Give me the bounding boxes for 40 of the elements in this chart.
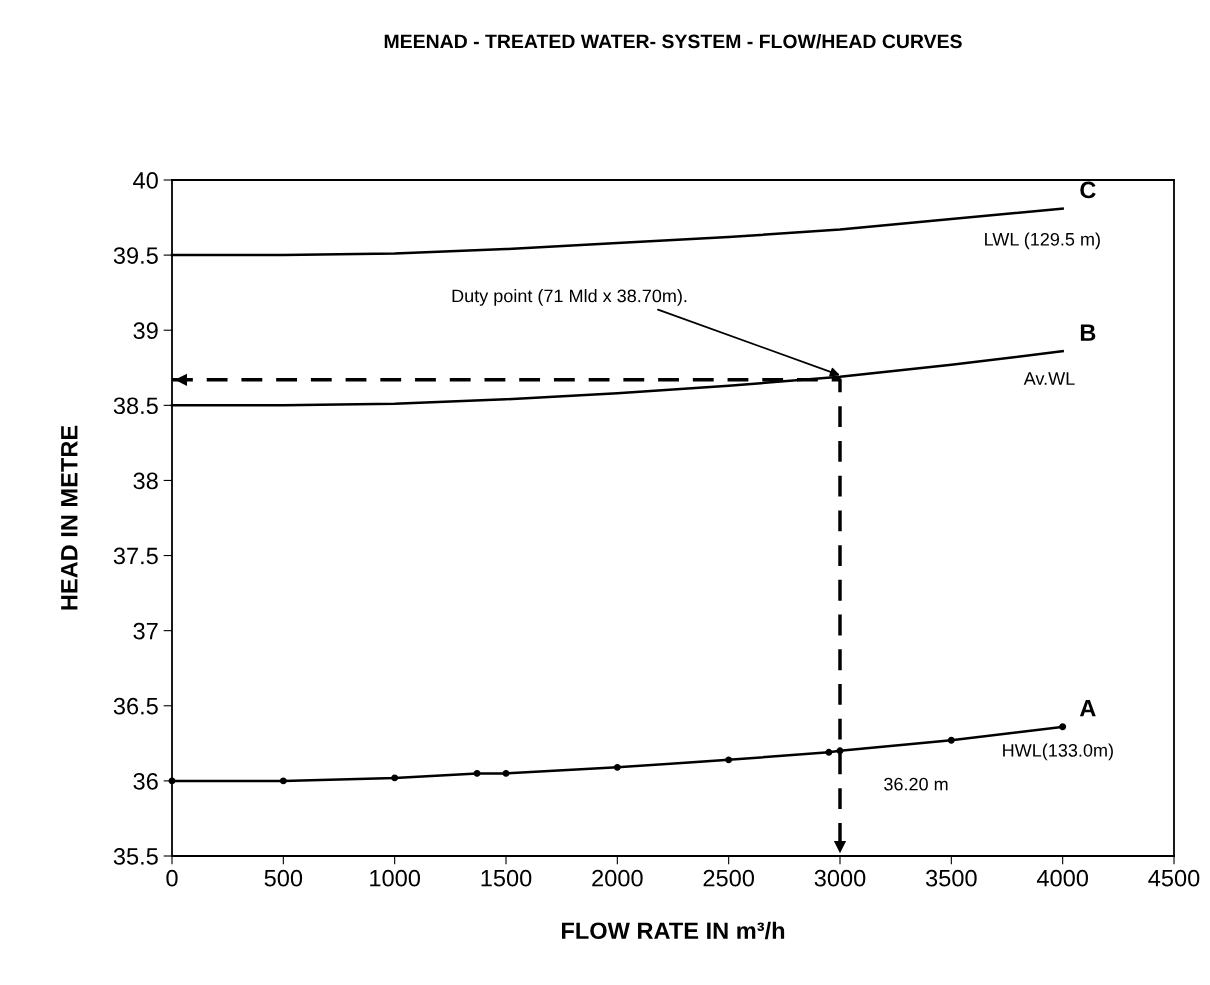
y-tick-label: 39.5 [113, 247, 158, 264]
point [725, 756, 733, 764]
x-tick-label: 500 [264, 869, 303, 887]
point [502, 769, 510, 777]
point [825, 748, 833, 756]
x-tick-label: 1500 [481, 869, 532, 887]
y-tick-label: 36 [133, 772, 158, 790]
x-tick-label: 2000 [592, 869, 643, 887]
x-axis-title: FLOW RATE IN m³/h [562, 921, 785, 940]
x-tick-label: 4000 [1036, 869, 1089, 887]
point [391, 774, 399, 782]
annotation: Av.WL [1023, 372, 1075, 385]
y-tick-label: 38.5 [113, 397, 158, 415]
y-tick-label: 35.5 [113, 848, 158, 865]
y-axis-title: HEAD IN METRE [61, 425, 78, 610]
x-tick-label: 3500 [925, 869, 977, 887]
series-label: A [1079, 700, 1096, 717]
annotation: LWL (129.5 m) [985, 232, 1100, 250]
y-tick-label: 37.5 [113, 547, 158, 565]
point [473, 769, 481, 777]
x-tick-label: 3000 [814, 869, 866, 887]
point [1059, 723, 1067, 731]
x-tick-label: 2500 [703, 869, 755, 887]
chart-title: MEENAD - TREATED WATER- SYSTEM - FLOW/HEAD CURVES [384, 33, 962, 49]
x-tick-label: 1000 [370, 869, 421, 887]
series-label: B [1080, 324, 1096, 341]
annotation: 36.20 m [884, 777, 948, 791]
y-tick-label: 36.5 [113, 697, 158, 715]
annotation: Duty point (71 Mld x 38.70m). [452, 289, 687, 306]
point [947, 736, 955, 744]
point [613, 763, 621, 771]
x-tick-label: 0 [166, 869, 178, 887]
series-label: C [1080, 181, 1096, 199]
y-tick-label: 39 [133, 322, 158, 340]
y-tick-label: 38 [133, 472, 158, 490]
annotation: HWL(133.0m) [1003, 743, 1113, 761]
y-tick-label: 40 [133, 172, 158, 189]
point [279, 777, 287, 785]
x-tick-label: 4500 [1148, 869, 1200, 887]
y-tick-label: 37 [133, 622, 158, 640]
